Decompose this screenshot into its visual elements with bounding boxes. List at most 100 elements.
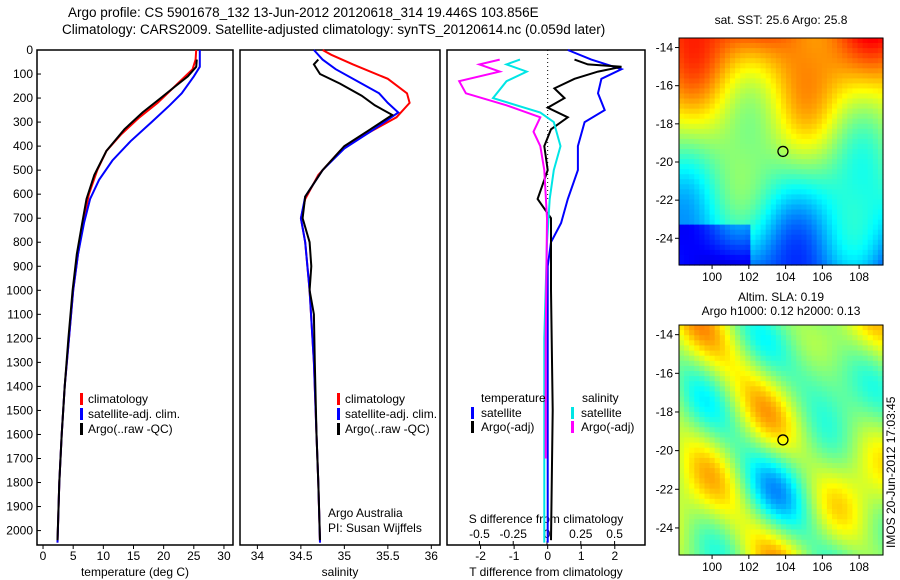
heatmap-cell bbox=[745, 194, 751, 200]
heatmap-cell bbox=[862, 524, 869, 530]
heatmap-cell bbox=[704, 483, 711, 490]
heatmap-cell bbox=[826, 58, 833, 64]
heatmap-cell bbox=[786, 401, 792, 408]
heatmap-cell bbox=[816, 219, 823, 226]
heatmap-cell bbox=[796, 330, 802, 336]
heatmap-cell bbox=[852, 345, 859, 352]
heatmap-cell bbox=[806, 209, 813, 216]
heatmap-cell bbox=[755, 184, 762, 190]
heatmap-cell bbox=[832, 159, 838, 165]
heatmap-cell bbox=[679, 488, 685, 495]
heatmap-cell bbox=[694, 93, 700, 100]
heatmap-cell bbox=[872, 376, 879, 382]
heatmap-cell bbox=[745, 48, 751, 54]
heatmap-cell bbox=[699, 411, 706, 418]
heatmap-cell bbox=[842, 143, 848, 150]
heatmap-cell bbox=[806, 401, 813, 408]
heatmap-cell bbox=[765, 174, 772, 180]
heatmap-cell bbox=[755, 103, 762, 110]
heatmap-cell bbox=[689, 58, 695, 64]
heatmap-cell bbox=[796, 391, 802, 398]
heatmap-cell bbox=[786, 229, 792, 236]
heatmap-cell bbox=[775, 549, 782, 556]
heatmap-cell bbox=[745, 138, 751, 145]
heatmap-cell bbox=[740, 209, 746, 216]
heatmap-cell bbox=[770, 381, 777, 387]
heatmap-cell bbox=[714, 325, 721, 331]
heatmap-cell bbox=[704, 63, 711, 69]
heatmap-cell bbox=[724, 345, 731, 352]
heatmap-cell bbox=[694, 103, 700, 110]
heatmap-cell bbox=[735, 345, 741, 352]
heatmap-cell bbox=[857, 396, 864, 403]
heatmap-cell bbox=[765, 149, 772, 155]
heatmap-cell bbox=[862, 164, 869, 170]
heatmap-cell bbox=[842, 133, 848, 140]
heatmap-cell bbox=[724, 149, 731, 155]
heatmap-cell bbox=[847, 514, 853, 520]
heatmap-cell bbox=[806, 330, 813, 336]
heatmap-cell bbox=[770, 463, 777, 469]
heatmap-cell bbox=[684, 365, 690, 372]
heatmap-cell bbox=[704, 468, 711, 474]
heatmap-cell bbox=[699, 452, 706, 459]
heatmap-cell bbox=[857, 154, 864, 160]
heatmap-cell bbox=[699, 199, 706, 205]
heatmap-cell bbox=[755, 73, 762, 79]
heatmap-cell bbox=[699, 365, 706, 372]
heatmap-cell bbox=[719, 224, 726, 231]
heatmap-cell bbox=[786, 406, 792, 413]
heatmap-cell bbox=[765, 128, 772, 135]
heatmap-cell bbox=[852, 360, 859, 367]
heatmap-cell bbox=[714, 483, 721, 490]
heatmap-cell bbox=[791, 447, 797, 454]
heatmap-cell bbox=[694, 519, 700, 525]
heatmap-cell bbox=[806, 360, 813, 367]
heatmap-cell bbox=[867, 53, 874, 59]
heatmap-cell bbox=[704, 229, 711, 236]
heatmap-cell bbox=[745, 411, 751, 418]
heatmap-cell bbox=[750, 48, 757, 54]
heatmap-cell bbox=[689, 123, 695, 130]
heatmap-cell bbox=[730, 128, 736, 135]
heatmap-cell bbox=[781, 179, 787, 185]
heatmap-cell bbox=[837, 38, 843, 44]
heatmap-cell bbox=[735, 534, 741, 541]
heatmap-cell bbox=[745, 483, 751, 490]
heatmap-cell bbox=[679, 534, 685, 541]
heatmap-cell bbox=[745, 108, 751, 115]
heatmap-cell bbox=[730, 164, 736, 170]
heatmap-cell bbox=[694, 457, 700, 464]
heatmap-cell bbox=[770, 391, 777, 398]
heatmap-cell bbox=[872, 529, 879, 536]
heatmap-cell bbox=[867, 483, 874, 490]
heatmap-cell bbox=[857, 524, 864, 530]
heatmap-cell bbox=[709, 73, 716, 79]
heatmap-cell bbox=[857, 48, 864, 54]
heatmap-cell bbox=[709, 376, 716, 382]
heatmap-cell bbox=[760, 159, 767, 165]
heatmap-cell bbox=[765, 179, 772, 185]
heatmap-cell bbox=[842, 244, 848, 251]
heatmap-cell bbox=[862, 447, 869, 454]
heatmap-cell bbox=[801, 335, 808, 341]
heatmap-cell bbox=[786, 478, 792, 484]
heatmap-cell bbox=[719, 229, 726, 236]
heatmap-cell bbox=[847, 437, 853, 444]
heatmap-cell bbox=[689, 260, 695, 266]
heatmap-cell bbox=[689, 48, 695, 54]
heatmap-cell bbox=[765, 254, 772, 261]
heatmap-cell bbox=[730, 68, 736, 74]
heatmap-cell bbox=[872, 133, 879, 140]
x-tick-label: 0 bbox=[40, 549, 47, 563]
heatmap-cell bbox=[684, 457, 690, 464]
heatmap-cell bbox=[842, 360, 848, 367]
heatmap-cell bbox=[724, 164, 731, 170]
heatmap-cell bbox=[730, 539, 736, 546]
heatmap-cell bbox=[852, 58, 859, 64]
heatmap-cell bbox=[801, 133, 808, 140]
heatmap-cell bbox=[679, 442, 685, 449]
heatmap-cell bbox=[694, 38, 700, 44]
heatmap-cell bbox=[801, 128, 808, 135]
heatmap-cell bbox=[684, 534, 690, 541]
